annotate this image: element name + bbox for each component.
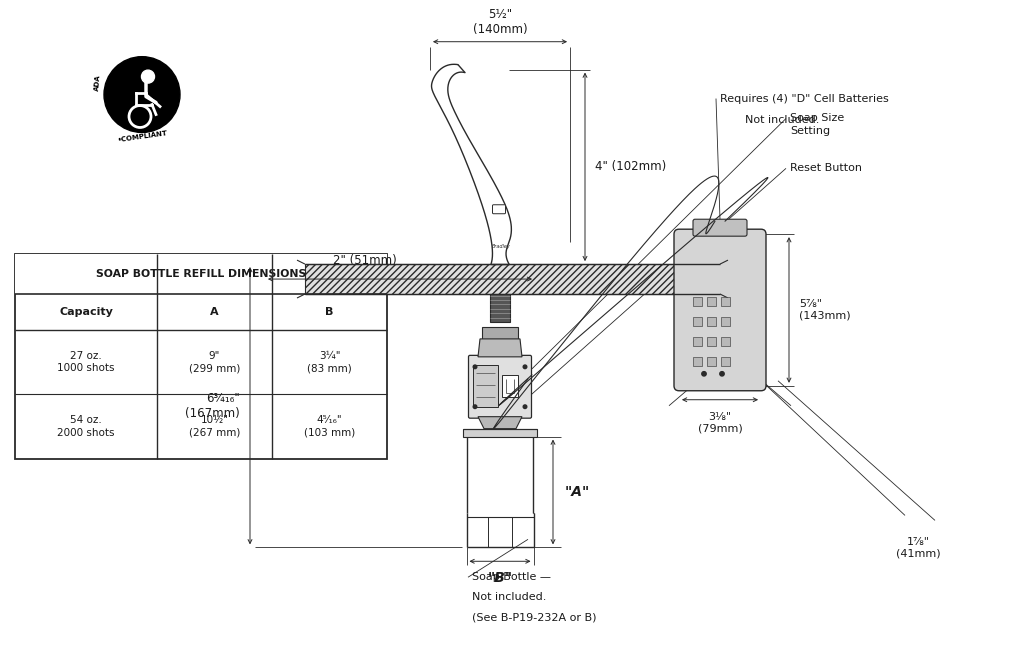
Text: Not included.: Not included. [745, 116, 819, 126]
Bar [473, 365, 498, 407]
Bar [693, 297, 702, 306]
Text: Not included.: Not included. [472, 593, 546, 602]
FancyBboxPatch shape [693, 219, 747, 236]
Bar [707, 297, 716, 306]
Circle shape [141, 70, 155, 83]
Bar [305, 264, 720, 294]
Text: 3¼"
(83 mm): 3¼" (83 mm) [308, 351, 352, 373]
Text: Soap Size
Setting: Soap Size Setting [790, 113, 845, 136]
Text: 3⅛"
(79mm): 3⅛" (79mm) [698, 412, 742, 434]
Bar [721, 297, 730, 306]
FancyBboxPatch shape [674, 229, 766, 391]
Text: 6¾₁₆"
(167mm): 6¾₁₆" (167mm) [186, 392, 240, 420]
Bar [15, 254, 387, 459]
Bar [482, 327, 518, 339]
FancyBboxPatch shape [468, 355, 532, 418]
Bar [707, 317, 716, 326]
Bar [693, 317, 702, 326]
Polygon shape [478, 417, 522, 429]
Circle shape [474, 365, 477, 368]
Text: A: A [210, 307, 218, 317]
Text: •COMPLIANT: •COMPLIANT [118, 130, 168, 143]
FancyBboxPatch shape [492, 205, 505, 213]
Bar [721, 337, 730, 346]
Polygon shape [478, 339, 522, 357]
Text: 27 oz.
1000 shots: 27 oz. 1000 shots [57, 351, 115, 373]
Text: 4" (102mm): 4" (102mm) [594, 160, 666, 174]
Bar [463, 429, 537, 437]
Text: Requires (4) "D" Cell Batteries: Requires (4) "D" Cell Batteries [720, 94, 889, 104]
Text: "B": "B" [488, 571, 512, 585]
Text: 4⁵⁄₁₆"
(103 mm): 4⁵⁄₁₆" (103 mm) [303, 415, 355, 438]
Text: Bradley: Bradley [492, 243, 510, 249]
Text: "A": "A" [565, 485, 590, 499]
Text: 9"
(299 mm): 9" (299 mm) [189, 351, 240, 373]
Bar [15, 254, 387, 294]
Circle shape [474, 405, 477, 408]
Text: 10½"
(267 mm): 10½" (267 mm) [189, 415, 240, 438]
Text: ADA: ADA [94, 74, 101, 91]
Text: 5½"
(140mm): 5½" (140mm) [473, 8, 527, 36]
Bar [721, 357, 730, 366]
Text: Capacity: Capacity [59, 307, 113, 317]
Circle shape [720, 372, 725, 376]
Bar [721, 317, 730, 326]
Circle shape [523, 405, 527, 408]
Bar [502, 375, 518, 397]
Bar [693, 337, 702, 346]
Circle shape [523, 365, 527, 368]
Text: (See B-P19-232A or B): (See B-P19-232A or B) [472, 612, 597, 622]
Text: 2" (51mm): 2" (51mm) [333, 254, 397, 267]
Text: 1⅞"
(41mm): 1⅞" (41mm) [896, 537, 940, 559]
Text: Soap Bottle —: Soap Bottle — [472, 573, 551, 583]
Text: SOAP BOTTLE REFILL DIMENSIONS: SOAP BOTTLE REFILL DIMENSIONS [96, 269, 306, 279]
Text: B: B [325, 307, 334, 317]
Bar [693, 357, 702, 366]
Text: 54 oz.
2000 shots: 54 oz. 2000 shots [57, 415, 115, 438]
Text: Reset Button: Reset Button [790, 164, 862, 174]
Bar [707, 357, 716, 366]
Text: 5⅞"
(143mm): 5⅞" (143mm) [800, 299, 851, 321]
Bar [490, 294, 510, 322]
Bar [707, 337, 716, 346]
Circle shape [104, 57, 180, 132]
Circle shape [702, 372, 706, 376]
